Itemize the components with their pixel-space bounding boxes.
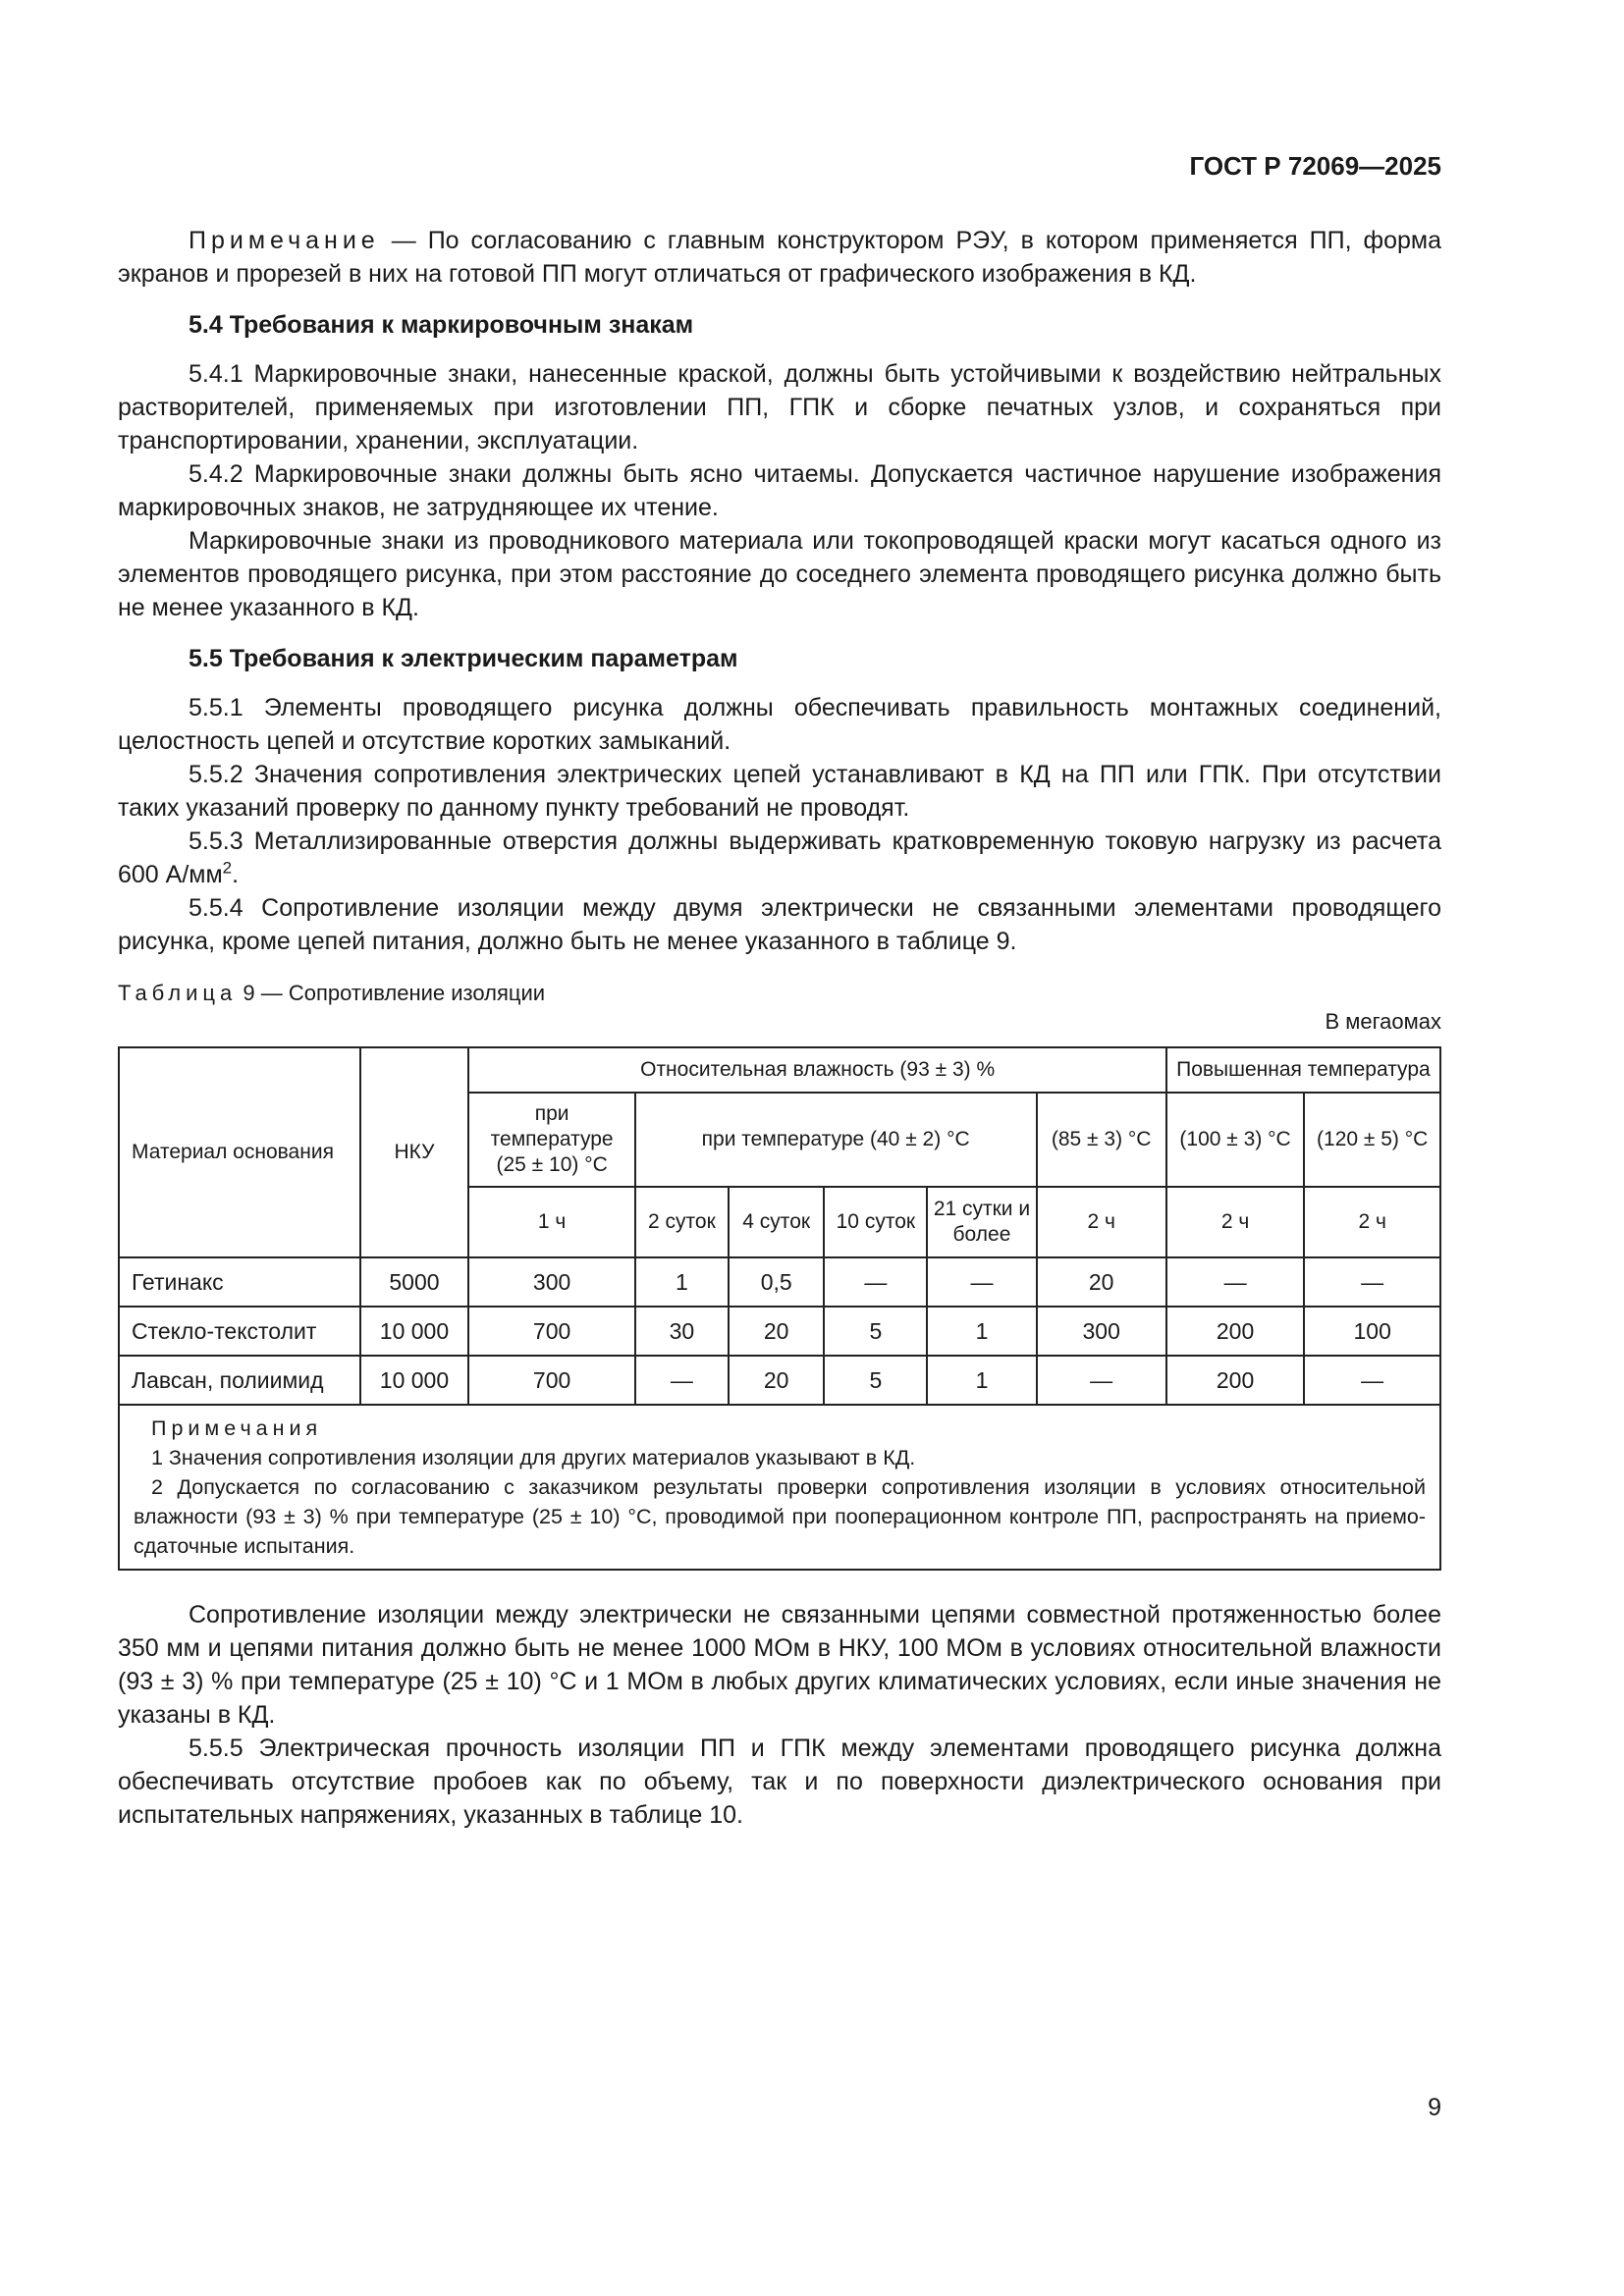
para-5-5-3-text: 5.5.3 Металлизированные отверстия должны… (118, 828, 1441, 888)
header-t40: при температуре (40 ± 2) °C (633, 1092, 1038, 1188)
cell: Стекло-текстолит (118, 1306, 361, 1357)
header-humidity: Относительная влажность (93 ± 3) % (467, 1046, 1167, 1094)
cell: 700 (467, 1306, 636, 1357)
cell: Гетинакс (118, 1256, 361, 1308)
duration-cell: 2 суток (633, 1186, 731, 1258)
table-note-2: 2 Допускается по согласованию с заказчик… (134, 1475, 1426, 1558)
cell: 200 (1164, 1306, 1306, 1357)
para-5-5-5: 5.5.5 Электрическая прочность изоляции П… (118, 1735, 1441, 1829)
para-5-5-2: 5.5.2 Значения сопротивления электрическ… (118, 761, 1441, 822)
period: . (232, 861, 240, 888)
cell: — (926, 1256, 1038, 1308)
cell: — (633, 1355, 731, 1406)
cell: 20 (728, 1355, 826, 1406)
para-5-4-2-cont: Маркировочные знаки из проводникового ма… (118, 527, 1441, 621)
cell: 1 (926, 1306, 1038, 1357)
cell: 30 (633, 1306, 731, 1357)
cell: 10 000 (358, 1355, 470, 1406)
cell: 10 000 (358, 1306, 470, 1357)
header-t25: при температуре (25 ± 10) °C (467, 1092, 636, 1188)
document-header: ГОСТ Р 72069—2025 (1189, 151, 1441, 181)
para-5-5-4: 5.5.4 Сопротивление изоляции между двумя… (118, 894, 1441, 955)
cell: 1 (926, 1355, 1038, 1406)
caption-text: 9 — Сопротивление изоляции (237, 981, 546, 1005)
table-note-1: 1 Значения сопротивления изоляции для др… (151, 1446, 916, 1469)
cell: 0,5 (728, 1256, 826, 1308)
cell: 5000 (358, 1256, 470, 1308)
para-5-4-2: 5.4.2 Маркировочные знаки должны быть яс… (118, 460, 1441, 521)
table-row: Лавсан, полиимид 10 000 700—20 5 1—200— (118, 1355, 1441, 1406)
section-5-4-title: 5.4 Требования к маркировочным знакам (189, 311, 694, 339)
section-5-5-title: 5.5 Требования к электрическим параметра… (189, 645, 738, 672)
header-high-temp: Повышенная температура (1164, 1046, 1442, 1094)
cell: — (1303, 1256, 1441, 1308)
cell: — (1164, 1256, 1306, 1308)
cell: Лавсан, полиимид (118, 1355, 361, 1406)
para-after-table: Сопротивление изоляции между электрическ… (118, 1601, 1441, 1729)
cell: 200 (1164, 1355, 1306, 1406)
cell: 5 (823, 1306, 929, 1357)
superscript: 2 (222, 858, 233, 878)
notes-label: Примечания (151, 1416, 323, 1440)
table-row: Гетинакс 5000 300 1 0,5— —20— — (118, 1256, 1441, 1308)
duration-cell: 2 ч (1303, 1186, 1441, 1258)
cell: 100 (1303, 1306, 1441, 1357)
table-units: В мегаомах (1325, 1009, 1441, 1034)
note: Примечание — По согласованию с главным к… (118, 224, 1441, 291)
header-nku: НКУ (358, 1046, 470, 1258)
duration-cell: 1 ч (467, 1186, 636, 1258)
duration-cell: 2 ч (1035, 1186, 1167, 1258)
table-row: Стекло-текстолит 10 000 700 30 20 5 1 300 200 100 (118, 1306, 1441, 1357)
duration-cell: 21 сутки и более (926, 1186, 1038, 1258)
cell: 700 (467, 1355, 636, 1406)
duration-cell: 2 ч (1164, 1186, 1306, 1258)
cell: 1 (633, 1256, 731, 1308)
duration-cell: 4 суток (728, 1186, 826, 1258)
header-t120: (120 ± 5) °C (1303, 1092, 1441, 1188)
para-5-4-1: 5.4.1 Маркировочные знаки, нанесенные кр… (118, 360, 1441, 454)
cell: — (1035, 1355, 1167, 1406)
header-t85: (85 ± 3) °C (1035, 1092, 1167, 1188)
header-material: Материал основания (118, 1046, 361, 1258)
para-5-5-1: 5.5.1 Элементы проводящего рисунка должн… (118, 694, 1441, 755)
page-number: 9 (1428, 2094, 1441, 2121)
header-t100: (100 ± 3) °C (1164, 1092, 1306, 1188)
cell: 20 (1035, 1256, 1167, 1308)
cell: 300 (1035, 1306, 1167, 1357)
table-caption: Таблица 9 — Сопротивление изоляции (118, 980, 1441, 1007)
cell: 300 (467, 1256, 636, 1308)
insulation-resistance-table: Материал основания НКУ Относительная вла… (118, 1046, 1442, 1571)
duration-cell: 10 суток (823, 1186, 929, 1258)
cell: — (1303, 1355, 1441, 1406)
note-label: Примечание (189, 227, 380, 254)
cell: 5 (823, 1355, 929, 1406)
para-5-5-3: 5.5.3 Металлизированные отверстия должны… (118, 825, 1441, 891)
cell: — (823, 1256, 929, 1308)
cell: 20 (728, 1306, 826, 1357)
table-notes: Примечания 1 Значения сопротивления изол… (118, 1404, 1441, 1571)
caption-label: Таблица (118, 981, 238, 1005)
note-text: — По согласованию с главным конструкторо… (118, 227, 1441, 288)
